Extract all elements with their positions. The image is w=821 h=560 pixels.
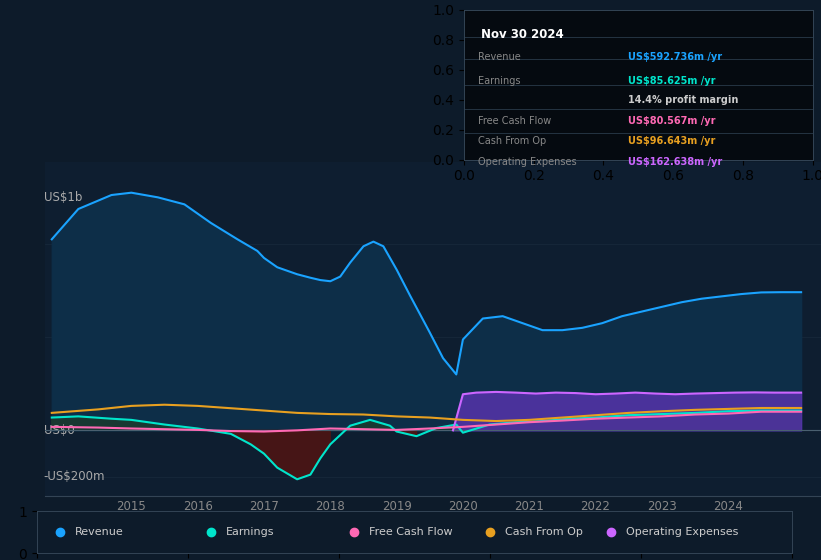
Text: US$1b: US$1b bbox=[44, 191, 82, 204]
Text: Operating Expenses: Operating Expenses bbox=[478, 157, 576, 166]
Text: US$80.567m /yr: US$80.567m /yr bbox=[628, 116, 715, 126]
Text: Revenue: Revenue bbox=[478, 52, 521, 62]
Text: Free Cash Flow: Free Cash Flow bbox=[478, 116, 551, 126]
Text: Nov 30 2024: Nov 30 2024 bbox=[481, 27, 564, 40]
Text: Operating Expenses: Operating Expenses bbox=[626, 528, 738, 537]
Text: Revenue: Revenue bbox=[75, 528, 123, 537]
Text: Cash From Op: Cash From Op bbox=[505, 528, 583, 537]
Text: US$592.736m /yr: US$592.736m /yr bbox=[628, 52, 722, 62]
Text: Cash From Op: Cash From Op bbox=[478, 136, 546, 146]
Text: 14.4% profit margin: 14.4% profit margin bbox=[628, 95, 738, 105]
Text: Earnings: Earnings bbox=[226, 528, 274, 537]
Text: US$0: US$0 bbox=[44, 424, 75, 437]
Text: -US$200m: -US$200m bbox=[44, 470, 105, 483]
Text: Free Cash Flow: Free Cash Flow bbox=[369, 528, 453, 537]
Text: US$162.638m /yr: US$162.638m /yr bbox=[628, 157, 722, 166]
Text: US$85.625m /yr: US$85.625m /yr bbox=[628, 76, 715, 86]
Text: Earnings: Earnings bbox=[478, 76, 521, 86]
Text: US$96.643m /yr: US$96.643m /yr bbox=[628, 136, 715, 146]
